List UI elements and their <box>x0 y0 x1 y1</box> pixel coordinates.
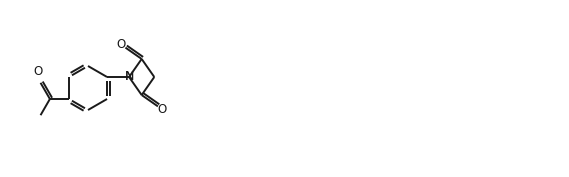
Text: O: O <box>33 65 42 78</box>
Text: O: O <box>117 38 126 51</box>
Text: O: O <box>158 103 167 116</box>
Text: N: N <box>125 70 134 84</box>
Text: N: N <box>125 70 134 84</box>
